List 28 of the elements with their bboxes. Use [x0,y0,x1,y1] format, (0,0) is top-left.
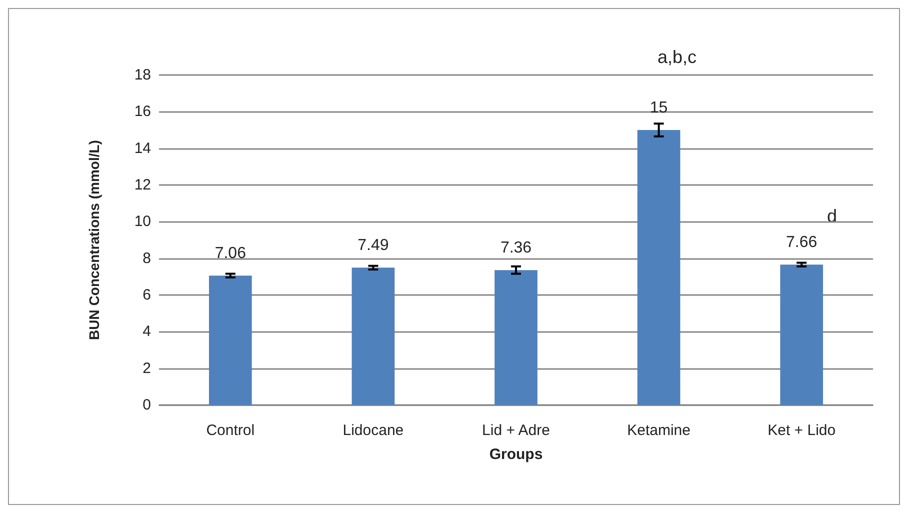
y-tick-label: 16 [134,103,151,120]
y-tick-label: 0 [142,396,151,414]
bar [780,264,824,405]
y-tick-label: 14 [134,140,151,157]
data-label: 7.66 [786,234,818,252]
bar [352,268,395,405]
x-tick-label: Control [206,422,255,439]
y-tick-label: 10 [134,213,151,230]
x-tick-label: Lid + Adre [482,422,550,439]
data-label: 7.36 [500,240,532,257]
bar [208,276,252,405]
data-label: 7.49 [358,237,389,254]
y-tick-label: 18 [134,66,151,84]
x-axis-title: Groups [489,446,543,463]
text: a,b,c [657,47,697,67]
y-tick-label: 8 [142,250,151,267]
x-tick-label: Lidocane [342,422,404,439]
y-tick-label: 2 [142,360,151,377]
data-label: 7.06 [214,245,246,262]
y-axis-title: BUN Concentrations (mmol/L) [86,140,102,340]
data-label: 15 [650,100,668,116]
y-tick-label: 6 [142,286,151,304]
y-tick-label: 12 [134,176,151,194]
bar [637,130,680,405]
x-tick-label: Ketamine [627,422,690,439]
bar [494,270,538,405]
x-tick-label: Ket + Lido [768,422,836,439]
y-tick-label: 4 [142,323,151,340]
